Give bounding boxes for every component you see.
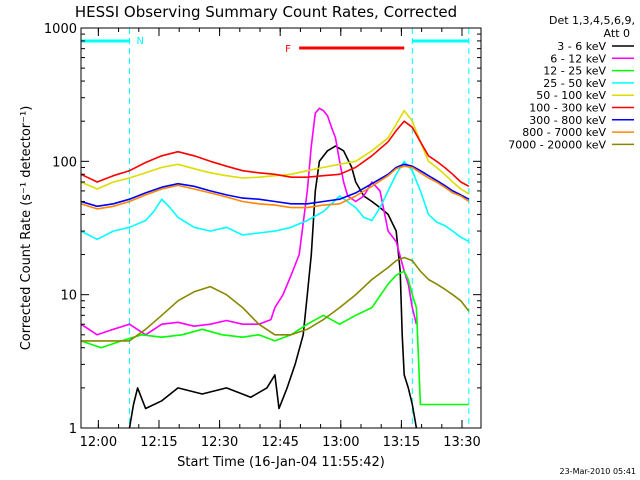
legend-label: 6 - 12 keV xyxy=(550,52,606,65)
flare-label: F xyxy=(285,44,291,55)
y-tick-label: 1 xyxy=(69,422,77,437)
legend-label: 800 - 7000 keV xyxy=(522,126,606,139)
x-tick-label: 12:30 xyxy=(201,435,238,450)
y-tick-label: 10 xyxy=(60,289,77,304)
y-axis-label: Corrected Count Rate (s⁻¹ detector⁻¹) xyxy=(19,106,34,351)
series-line-4 xyxy=(80,160,470,243)
chart-title: HESSI Observing Summary Count Rates, Cor… xyxy=(75,3,457,21)
y-tick-label: 100 xyxy=(52,155,77,170)
legend-label: 50 - 100 keV xyxy=(536,89,606,102)
x-tick-label: 13:30 xyxy=(443,435,480,450)
x-tick-label: 12:15 xyxy=(140,435,177,450)
plot-frame xyxy=(80,27,482,429)
series-line-5 xyxy=(80,109,470,195)
timestamp: 23-Mar-2010 05:41 xyxy=(560,467,637,476)
x-axis-label: Start Time (16-Jan-04 11:55:42) xyxy=(177,455,385,470)
legend-header-line-1: Det 1,3,4,5,6,9, xyxy=(549,14,635,27)
series-line-8 xyxy=(80,165,470,210)
legend-label: 3 - 6 keV xyxy=(557,40,606,53)
series-line-9 xyxy=(81,256,470,342)
y-axis: 1 10 100 1000 xyxy=(44,22,481,437)
y-tick-label: 1000 xyxy=(44,22,77,37)
night-label: N xyxy=(136,36,143,47)
series-line-7 xyxy=(80,163,470,208)
x-axis: 12:00 12:15 12:30 12:45 13:00 13:15 13:30 xyxy=(80,28,481,450)
legend-label: 25 - 50 keV xyxy=(543,77,606,90)
legend-label: 7000 - 20000 keV xyxy=(508,138,606,151)
series-line-2 xyxy=(80,107,418,336)
x-tick-label: 13:15 xyxy=(383,435,420,450)
legend-label: 100 - 300 keV xyxy=(529,102,606,115)
plot-area: NF xyxy=(80,28,470,429)
legend-label: 300 - 800 keV xyxy=(529,114,606,127)
legend-label: 12 - 25 keV xyxy=(543,65,606,78)
x-tick-label: 13:00 xyxy=(322,435,359,450)
series-line-6 xyxy=(80,120,470,188)
x-tick-label: 12:45 xyxy=(261,435,298,450)
x-tick-label: 12:00 xyxy=(80,435,117,450)
legend-header-line-2: Att 0 xyxy=(604,27,630,40)
series-line-1 xyxy=(128,145,418,429)
series-line-3 xyxy=(80,270,469,406)
